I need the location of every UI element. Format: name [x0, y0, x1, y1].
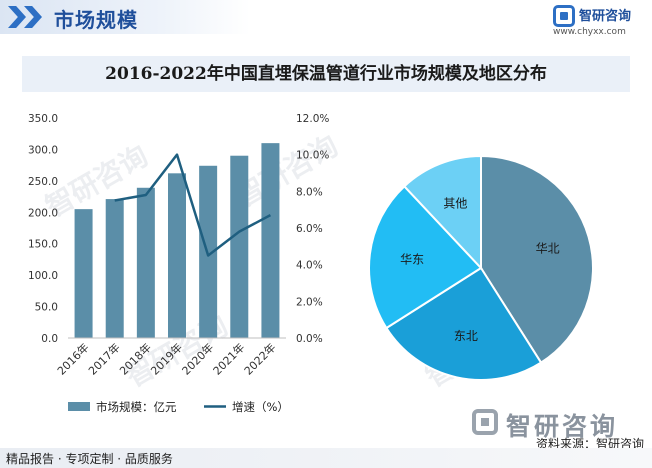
brand-logo-icon: [553, 5, 575, 27]
y-right-tick-label: 4.0%: [296, 260, 323, 272]
pie-slice-label: 华北: [536, 242, 560, 256]
y-right-tick-label: 12.0%: [296, 113, 329, 125]
footer-logo-text: 智研咨询: [506, 412, 619, 441]
y-right-tick-label: 0.0%: [296, 333, 323, 345]
source-note: 资料来源：智研咨询: [535, 437, 644, 451]
bar: [230, 155, 249, 338]
bar: [74, 209, 93, 338]
x-tick-label: 2018年: [117, 340, 154, 377]
pie-slice-label: 其他: [443, 196, 467, 210]
x-tick-label: 2019年: [148, 340, 185, 377]
y-right-tick-label: 10.0%: [296, 150, 329, 162]
y-left-tick-label: 350.0: [28, 113, 58, 125]
y-right-tick-label: 8.0%: [296, 186, 323, 198]
tagline: 精品报告 · 专项定制 · 品质服务: [6, 452, 173, 466]
growth-line: [114, 153, 272, 257]
brand-name: 智研咨询: [579, 9, 632, 24]
y-left-tick-label: 150.0: [28, 239, 58, 251]
pie-slice-label: 华东: [400, 252, 424, 266]
bar: [136, 187, 155, 338]
brand-url: www.chyxx.com: [553, 27, 626, 37]
bar: [105, 199, 124, 338]
y-left-tick-label: 200.0: [28, 207, 58, 219]
bar: [261, 143, 280, 338]
bottom-bar: 精品报告 · 专项定制 · 品质服务: [0, 448, 652, 468]
x-tick-label: 2022年: [241, 340, 278, 377]
legend-label-line: 增速（%）: [232, 400, 289, 414]
page-header: 市场规模 智研咨询 www.chyxx.com: [0, 0, 652, 40]
x-tick-label: 2016年: [54, 340, 91, 377]
combo-chart: 0.0 50.0 100.0 150.0 200.0 250.0 300.0 350.0 0.0…: [28, 113, 329, 414]
y-left-tick-label: 250.0: [28, 176, 58, 188]
chart-title-box: 2016-2022年中国直埋保温管道行业市场规模及地区分布: [22, 56, 630, 92]
y-left-tick-label: 0.0: [41, 333, 58, 345]
bar: [168, 173, 186, 338]
y-right-tick-label: 2.0%: [296, 296, 323, 308]
x-tick-label: 2020年: [179, 340, 216, 377]
pie-slice: [385, 266, 543, 381]
pie-slice-label: 东北: [454, 329, 478, 343]
y-left-tick-label: 300.0: [28, 144, 58, 156]
y-right-tick-label: 6.0%: [296, 223, 323, 235]
brand: 智研咨询 www.chyxx.com: [553, 3, 649, 37]
header-title: 市场规模: [54, 8, 138, 32]
logo-icon: [472, 409, 498, 435]
x-tick-label: 2017年: [85, 340, 122, 377]
y-left-tick-label: 100.0: [28, 270, 58, 282]
pie-slice: [368, 184, 483, 330]
chart-title: 2016-2022年中国直埋保温管道行业市场规模及地区分布: [105, 64, 547, 84]
legend-label-bar: 市场规模：亿元: [96, 400, 177, 414]
legend-bar-swatch: [68, 402, 90, 411]
y-left-tick-label: 50.0: [35, 302, 58, 314]
x-tick-label: 2021年: [210, 340, 247, 377]
pie-slice: [402, 154, 482, 271]
